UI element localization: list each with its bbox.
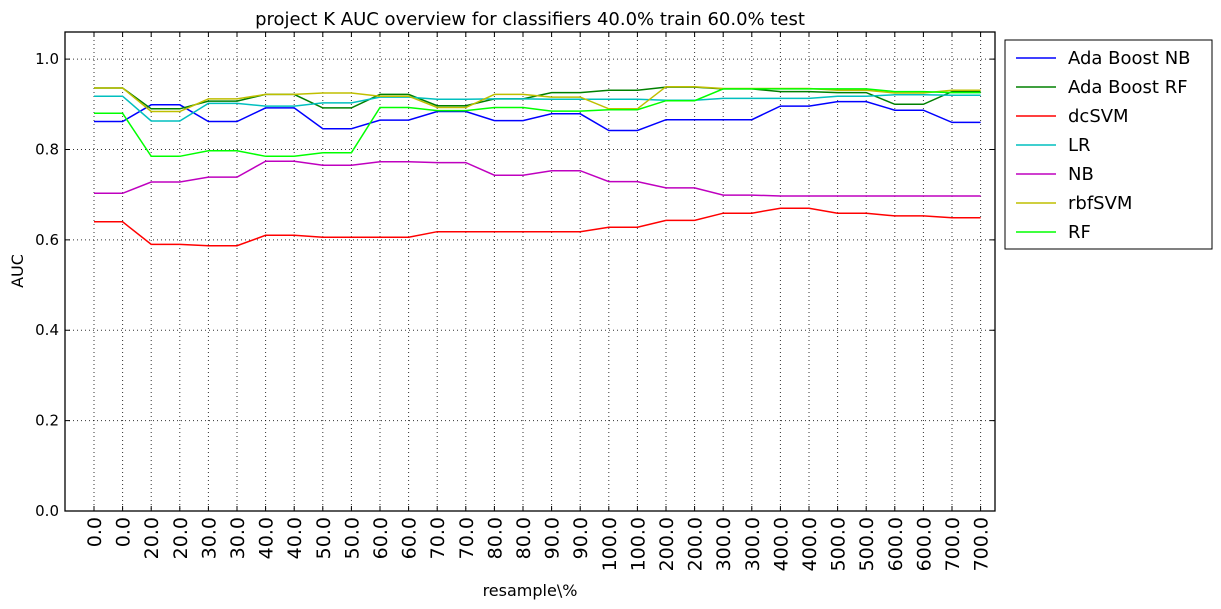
x-tick-label: 80.0 (484, 517, 506, 559)
legend-label: Ada Boost NB (1068, 48, 1191, 69)
x-tick-label: 70.0 (427, 517, 449, 559)
y-tick-label: 0.2 (35, 412, 59, 430)
x-tick-label: 400.0 (799, 517, 821, 571)
x-tick-label: 70.0 (456, 517, 478, 559)
x-axis-label: resample\% (483, 581, 578, 600)
x-tick-label: 600.0 (885, 517, 907, 571)
x-tick-label: 100.0 (627, 517, 649, 571)
x-tick-label: 60.0 (399, 517, 421, 559)
x-tick-label: 500.0 (828, 517, 850, 571)
grid (65, 32, 995, 512)
x-tick-label: 90.0 (570, 517, 592, 559)
plot-frame (64, 31, 996, 512)
y-axis: 0.0 0.2 0.4 0.6 0.8 1.0 (35, 50, 995, 520)
x-tick-label: 300.0 (713, 517, 735, 571)
legend-label: rbfSVM (1068, 193, 1132, 214)
x-tick-label: 0.0 (113, 517, 135, 547)
legend-label: dcSVM (1068, 106, 1129, 127)
chart-title: project K AUC overview for classifiers 4… (255, 9, 805, 30)
y-tick-label: 0.8 (35, 140, 59, 158)
series-line-rf (94, 88, 981, 158)
series-line-rbfsvm (94, 85, 981, 113)
x-tick-label: 700.0 (971, 517, 993, 571)
y-tick-label: 0.6 (35, 231, 59, 249)
x-tick-label: 60.0 (370, 517, 392, 559)
x-tick-label: 500.0 (856, 517, 878, 571)
x-tick-label: 200.0 (656, 517, 678, 571)
x-tick-label: 100.0 (599, 517, 621, 571)
x-tick-label: 30.0 (227, 517, 249, 559)
series-lines (94, 85, 981, 247)
x-tick-label: 700.0 (942, 517, 964, 571)
series-line-lr (94, 94, 981, 122)
x-tick-label: 40.0 (256, 517, 278, 559)
x-tick-label: 600.0 (913, 517, 935, 571)
x-tick-label: 400.0 (770, 517, 792, 571)
series-line-ada-boost-nb (94, 100, 981, 132)
x-tick-label: 300.0 (742, 517, 764, 571)
y-tick-label: 1.0 (35, 50, 59, 68)
legend: Ada Boost NB Ada Boost RF dcSVM LR NB rbfSVM R… (1004, 39, 1213, 250)
legend-label: LR (1068, 135, 1091, 156)
y-tick-label: 0.4 (35, 321, 59, 339)
x-tick-label: 0.0 (84, 517, 106, 547)
x-tick-label: 80.0 (513, 517, 535, 559)
x-tick-label: 200.0 (685, 517, 707, 571)
x-tick-label: 30.0 (198, 517, 220, 559)
x-tick-label: 20.0 (141, 517, 163, 559)
legend-label: NB (1068, 164, 1094, 185)
x-axis: 0.0 0.0 20.0 20.0 30.0 30.0 40.0 40.0 50.0 50.0 60… (84, 32, 993, 571)
x-tick-label: 50.0 (313, 517, 335, 559)
x-tick-label: 40.0 (284, 517, 306, 559)
y-tick-label: 0.0 (35, 502, 59, 520)
y-axis-label: AUC (8, 254, 27, 288)
legend-label: RF (1068, 222, 1091, 243)
series-line-dcsvm (94, 207, 981, 247)
x-tick-label: 20.0 (170, 517, 192, 559)
legend-label: Ada Boost RF (1068, 77, 1188, 98)
x-tick-label: 90.0 (542, 517, 564, 559)
series-line-nb (94, 160, 981, 197)
x-tick-label: 50.0 (341, 517, 363, 559)
